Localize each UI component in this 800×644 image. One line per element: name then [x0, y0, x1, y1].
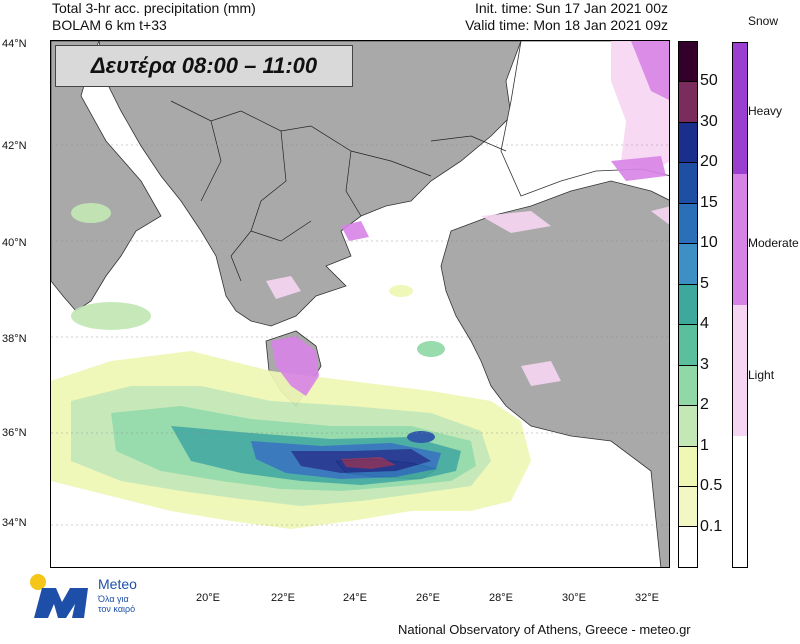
precip-colorbar-label: 2 — [700, 396, 709, 414]
precip-colorbar-label: 0.5 — [700, 477, 723, 495]
logo-tagline: Όλα για τον καιρό — [98, 594, 135, 614]
graticule — [51, 144, 669, 526]
precip-colorbar-swatch — [678, 485, 698, 528]
lon-label: 22°E — [271, 592, 295, 604]
lon-label: 20°E — [196, 592, 220, 604]
snow-level-label: Heavy — [748, 104, 783, 118]
precip-colorbar-label: 10 — [700, 234, 718, 252]
product-title: Total 3-hr acc. precipitation (mm) — [52, 0, 256, 16]
lon-label: 26°E — [416, 592, 440, 604]
lon-label: 28°E — [489, 592, 513, 604]
precip-colorbar-swatch — [678, 324, 698, 366]
lon-label: 24°E — [343, 592, 367, 604]
precip-colorbar-swatch — [678, 81, 698, 123]
init-time: Init. time: Sun 17 Jan 2021 00z — [474, 0, 668, 16]
snow-colorbar-swatch — [733, 43, 747, 174]
lat-label: 38°N — [2, 333, 27, 345]
precip-colorbar-swatch — [678, 405, 698, 447]
snow-level-label: Moderate — [748, 236, 799, 250]
precip-colorbar-label: 50 — [700, 72, 718, 90]
lat-label: 44°N — [2, 38, 27, 50]
precip-colorbar-label: 5 — [700, 274, 709, 292]
logo-tagline-line: Όλα για — [98, 594, 129, 604]
valid-time: Valid time: Mon 18 Jan 2021 09z — [465, 17, 668, 33]
snow-colorbar-swatch — [733, 174, 747, 305]
land-balkans — [98, 41, 522, 327]
lat-label: 42°N — [2, 140, 27, 152]
snow-colorbar-swatch — [733, 436, 747, 567]
precipitation-field — [51, 203, 531, 529]
lat-label: 36°N — [2, 427, 27, 439]
precip-colorbar-swatch — [678, 445, 698, 487]
period-label: Δευτέρα 08:00 – 11:00 — [55, 45, 353, 87]
logo-tagline-line: τον καιρό — [98, 604, 136, 614]
snow-colorbar-swatch — [733, 305, 747, 436]
header-right: Init. time: Sun 17 Jan 2021 00z Valid ti… — [412, 0, 668, 34]
map-canvas — [51, 41, 669, 567]
snow-field — [266, 41, 669, 396]
header-left: Total 3-hr acc. precipitation (mm) BOLAM… — [52, 0, 256, 34]
precip-colorbar-label: 1 — [700, 436, 709, 454]
precipitation-map — [50, 40, 670, 568]
logo-name: Meteo — [98, 576, 137, 592]
precip-colorbar-label: 4 — [700, 315, 709, 333]
precip-colorbar-label: 15 — [700, 193, 718, 211]
precip-colorbar-label: 20 — [700, 153, 718, 171]
model-label: BOLAM 6 km t+33 — [52, 17, 167, 33]
precip-colorbar-label: 3 — [700, 355, 709, 373]
precip-colorbar-swatch — [678, 162, 698, 204]
snow-legend-title: Snow — [748, 14, 779, 28]
precip-colorbar-swatch — [678, 243, 698, 285]
lat-label: 34°N — [2, 517, 27, 529]
snow-level-label: Light — [748, 368, 775, 382]
precip-colorbar-swatch — [678, 364, 698, 407]
borders — [170, 100, 507, 282]
precip-colorbar-label: 30 — [700, 112, 718, 130]
footer-credit: National Observatory of Athens, Greece -… — [398, 622, 691, 637]
precip-colorbar-swatch — [678, 283, 698, 326]
snow-colorbar — [732, 42, 748, 568]
precip-colorbar-swatch — [678, 41, 698, 83]
lon-label: 30°E — [562, 592, 586, 604]
meteo-logo-icon — [30, 574, 88, 618]
precip-colorbar-swatch — [678, 526, 698, 568]
precip-colorbar-label: 0.1 — [700, 517, 723, 535]
precip-colorbar-swatch — [678, 121, 698, 164]
lon-label: 32°E — [635, 592, 659, 604]
precip-colorbar-swatch — [678, 202, 698, 245]
precip-colorbar — [678, 41, 698, 568]
lat-label: 40°N — [2, 237, 27, 249]
meteo-logo: Meteo Όλα για τον καιρό — [26, 574, 166, 622]
